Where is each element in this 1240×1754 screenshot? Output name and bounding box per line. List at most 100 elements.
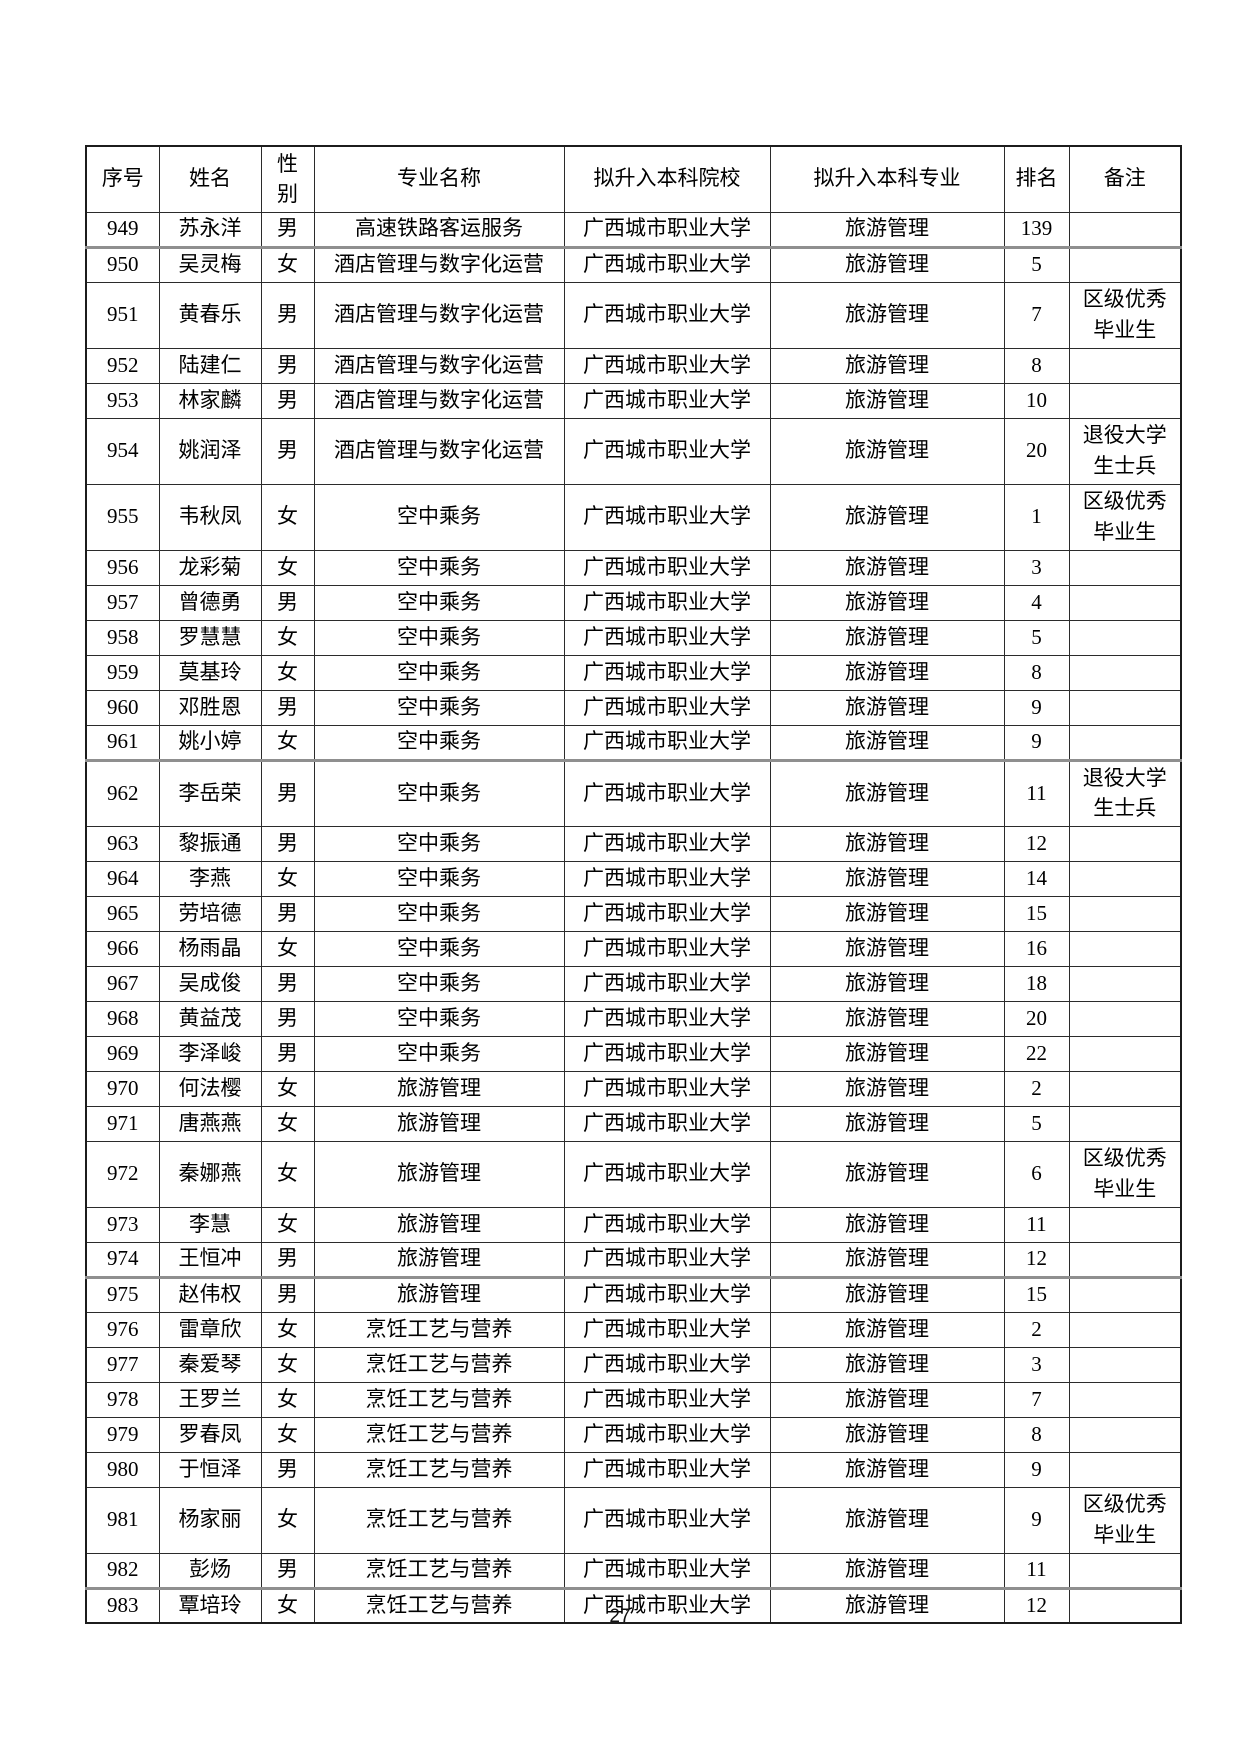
cell-major: 烹饪工艺与营养: [313, 1346, 565, 1383]
cell-target_major: 旅游管理: [769, 417, 1005, 485]
cell-college-text: 广西城市职业大学: [583, 624, 751, 649]
cell-gender-text: 男: [277, 970, 298, 995]
cell-no: 965: [85, 895, 160, 932]
cell-college: 广西城市职业大学: [563, 584, 771, 621]
cell-gender-text: 女: [277, 1316, 298, 1341]
cell-rank-text: 11: [1026, 1557, 1047, 1582]
cell-rank-text: 8: [1031, 659, 1042, 684]
cell-rank: 5: [1003, 619, 1070, 656]
cell-college: 广西城市职业大学: [563, 1140, 771, 1208]
cell-remark-text: 区级优秀毕业生: [1082, 489, 1167, 544]
cell-major: 酒店管理与数字化运营: [313, 245, 565, 283]
cell-rank-text: 3: [1031, 554, 1042, 579]
cell-major: 空中乘务: [313, 930, 565, 967]
cell-college-text: 广西城市职业大学: [583, 554, 751, 579]
cell-rank: 12: [1003, 1241, 1070, 1278]
cell-no-text: 968: [107, 1005, 139, 1030]
cell-remark: [1068, 1000, 1182, 1037]
cell-gender-text: 男: [277, 830, 298, 855]
cell-no: 958: [85, 619, 160, 656]
cell-gender: 男: [260, 895, 315, 932]
cell-target_major: 旅游管理: [769, 1311, 1005, 1348]
cell-rank-text: 5: [1031, 624, 1042, 649]
cell-target_major-text: 旅游管理: [845, 252, 929, 277]
cell-no: 970: [85, 1070, 160, 1107]
cell-college-text: 广西城市职业大学: [583, 1351, 751, 1376]
cell-target_major-text: 旅游管理: [845, 1557, 929, 1582]
cell-name: 龙彩菊: [158, 549, 262, 586]
cell-target_major: 旅游管理: [769, 584, 1005, 621]
cell-major-text: 酒店管理与数字化运营: [334, 252, 544, 277]
cell-college: 广西城市职业大学: [563, 1586, 771, 1624]
table-row: 958 罗慧慧 女 空中乘务 广西城市职业大学 旅游管理 5: [85, 619, 1182, 656]
cell-target_major-text: 旅游管理: [845, 1386, 929, 1411]
cell-major-text: 烹饪工艺与营养: [365, 1421, 513, 1446]
cell-college-text: 广西城市职业大学: [583, 302, 751, 327]
cell-name-text: 李慧: [189, 1211, 231, 1236]
cell-college: 广西城市职业大学: [563, 281, 771, 349]
table-row: 970 何法樱 女 旅游管理 广西城市职业大学 旅游管理 2: [85, 1070, 1182, 1107]
cell-remark: [1068, 1586, 1182, 1624]
cell-rank: 11: [1003, 758, 1070, 827]
cell-rank: 8: [1003, 347, 1070, 384]
cell-college: 广西城市职业大学: [563, 1035, 771, 1072]
cell-major: 旅游管理: [313, 1105, 565, 1142]
cell-target_major: 旅游管理: [769, 965, 1005, 1002]
cell-college-text: 广西城市职业大学: [583, 1507, 751, 1532]
cell-name: 吴灵梅: [158, 245, 262, 283]
cell-rank: 12: [1003, 825, 1070, 862]
table-row: 981 杨家丽 女 烹饪工艺与营养 广西城市职业大学 旅游管理 9 区级优秀毕业生: [85, 1486, 1182, 1554]
cell-name: 邓胜恩: [158, 689, 262, 726]
cell-target_major: 旅游管理: [769, 281, 1005, 349]
cell-major: 烹饪工艺与营养: [313, 1311, 565, 1348]
cell-target_major-text: 旅游管理: [845, 1040, 929, 1065]
cell-gender-text: 女: [277, 935, 298, 960]
cell-name-text: 罗春凤: [178, 1421, 242, 1446]
cell-major: 烹饪工艺与营养: [313, 1486, 565, 1554]
cell-name-text: 李岳荣: [178, 780, 242, 805]
cell-no-text: 969: [107, 1040, 139, 1065]
cell-no: 957: [85, 584, 160, 621]
cell-college-text: 广西城市职业大学: [583, 830, 751, 855]
cell-name-text: 覃培玲: [178, 1592, 242, 1617]
table-row: 952 陆建仁 男 酒店管理与数字化运营 广西城市职业大学 旅游管理 8: [85, 347, 1182, 384]
cell-target_major-text: 旅游管理: [845, 1246, 929, 1271]
cell-rank-text: 16: [1026, 935, 1047, 960]
cell-name: 杨家丽: [158, 1486, 262, 1554]
cell-name-text: 黄春乐: [178, 302, 242, 327]
cell-target_major-text: 旅游管理: [845, 1211, 929, 1236]
cell-college-text: 广西城市职业大学: [583, 216, 751, 241]
cell-name: 彭炀: [158, 1552, 262, 1589]
cell-target_major: 旅游管理: [769, 245, 1005, 283]
cell-rank: 139: [1003, 211, 1070, 248]
cell-name: 王恒冲: [158, 1241, 262, 1278]
cell-target_major: 旅游管理: [769, 1486, 1005, 1554]
cell-college: 广西城市职业大学: [563, 1381, 771, 1418]
cell-rank-text: 22: [1026, 1040, 1047, 1065]
cell-college: 广西城市职业大学: [563, 895, 771, 932]
cell-rank: 15: [1003, 895, 1070, 932]
cell-remark: [1068, 549, 1182, 586]
cell-gender: 女: [260, 245, 315, 283]
cell-no-text: 978: [107, 1386, 139, 1411]
cell-major: 烹饪工艺与营养: [313, 1416, 565, 1453]
cell-major: 空中乘务: [313, 1000, 565, 1037]
cell-remark: 退役大学生士兵: [1068, 758, 1182, 827]
cell-gender: 男: [260, 584, 315, 621]
cell-target_major: 旅游管理: [769, 758, 1005, 827]
header-no: 序号: [85, 145, 160, 213]
table-row: 975 赵伟权 男 旅游管理 广西城市职业大学 旅游管理 15: [85, 1275, 1182, 1313]
cell-gender: 女: [260, 1105, 315, 1142]
cell-college: 广西城市职业大学: [563, 1451, 771, 1488]
cell-name: 莫基玲: [158, 654, 262, 691]
cell-name: 韦秋凤: [158, 483, 262, 551]
cell-rank: 3: [1003, 549, 1070, 586]
cell-college: 广西城市职业大学: [563, 1486, 771, 1554]
header-college-label: 拟升入本科院校: [593, 166, 741, 191]
cell-no: 967: [85, 965, 160, 1002]
cell-no-text: 965: [107, 900, 139, 925]
cell-target_major: 旅游管理: [769, 1035, 1005, 1072]
cell-rank: 20: [1003, 1000, 1070, 1037]
table-row: 969 李泽峻 男 空中乘务 广西城市职业大学 旅游管理 22: [85, 1035, 1182, 1072]
cell-target_major-text: 旅游管理: [845, 589, 929, 614]
